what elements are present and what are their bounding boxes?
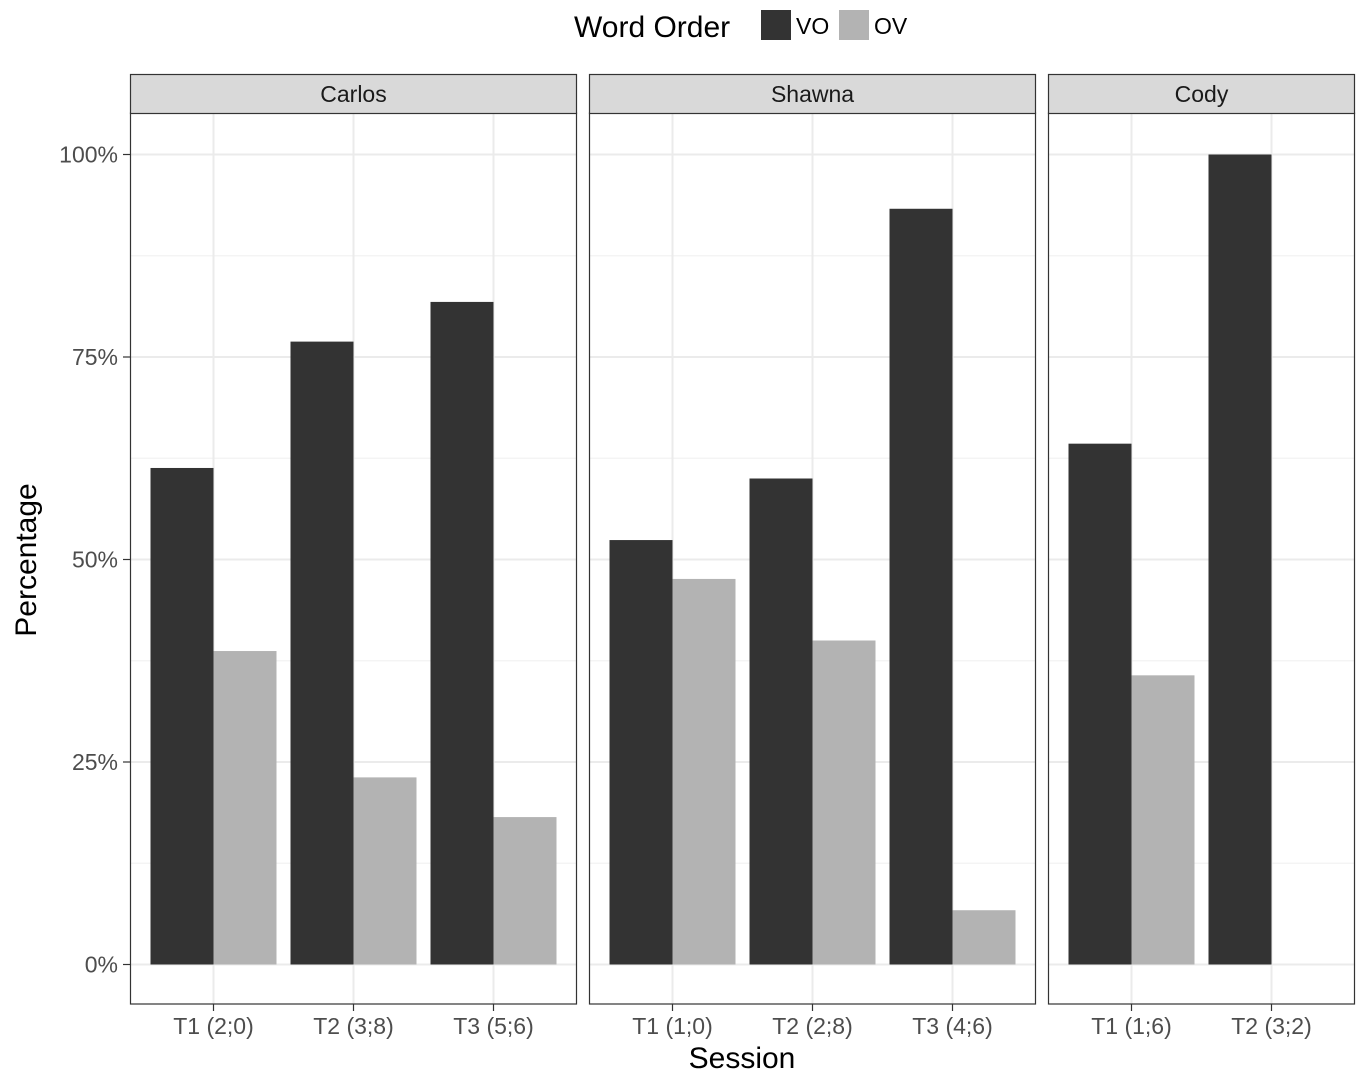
x-tick-label: T1 (1;0)	[632, 1013, 713, 1039]
bar-vo-shawna-1	[609, 540, 673, 965]
x-tick-label: T2 (2;8)	[772, 1013, 853, 1039]
bar-ov-carlos-1	[213, 651, 277, 965]
legend-key-vo	[761, 10, 791, 40]
facet-strip-label: Shawna	[771, 81, 854, 107]
legend-label-vo: VO	[796, 13, 829, 39]
facet-strip	[1047, 73, 1356, 115]
x-tick-label: T3 (4;6)	[912, 1013, 993, 1039]
bar-ov-cody-1	[1131, 675, 1195, 965]
bar-vo-shawna-3	[889, 208, 953, 965]
bar-vo-carlos-3	[430, 301, 494, 965]
x-tick-label: T1 (1;6)	[1091, 1013, 1172, 1039]
x-tick-label: T2 (3;8)	[313, 1013, 394, 1039]
x-tick-label: T1 (2;0)	[173, 1013, 254, 1039]
y-tick-label: 50%	[72, 547, 118, 573]
legend-key-ov	[839, 10, 869, 40]
y-axis-title: Percentage	[10, 483, 43, 636]
bar-vo-shawna-2	[749, 478, 813, 965]
bar-vo-cody-2	[1208, 154, 1272, 965]
bar-ov-shawna-2	[812, 640, 876, 965]
legend-label-ov: OV	[874, 13, 908, 39]
x-axis-title: Session	[689, 1042, 796, 1075]
x-tick-label: T2 (3;2)	[1231, 1013, 1312, 1039]
bar-vo-cody-1	[1068, 443, 1132, 965]
bar-vo-carlos-2	[290, 341, 354, 965]
legend-title: Word Order	[574, 11, 730, 44]
bar-ov-carlos-2	[353, 777, 417, 965]
bar-ov-shawna-3	[952, 910, 1016, 965]
bar-ov-carlos-3	[493, 817, 557, 965]
y-tick-label: 25%	[72, 749, 118, 775]
x-tick-label: T3 (5;6)	[453, 1013, 534, 1039]
facet-strip-label: Carlos	[320, 81, 386, 107]
y-tick-label: 0%	[85, 952, 118, 978]
bar-ov-shawna-1	[672, 578, 736, 965]
y-tick-label: 100%	[59, 142, 118, 168]
facet-strip-label: Cody	[1175, 81, 1229, 107]
facet-strip	[588, 73, 1037, 115]
bar-vo-carlos-1	[150, 467, 214, 965]
y-tick-label: 75%	[72, 344, 118, 370]
facet-strip	[129, 73, 578, 115]
